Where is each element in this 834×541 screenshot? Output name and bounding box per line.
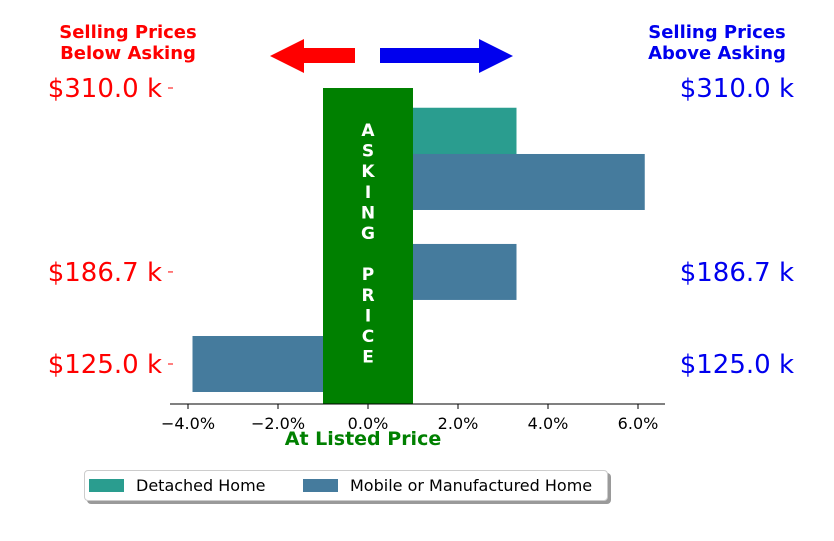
x-tick-label-5: 6.0% (618, 414, 659, 433)
bars-layer (192, 107, 645, 392)
band-char-10: C (362, 327, 374, 347)
x-axis-label: At Listed Price (285, 428, 441, 450)
right-arrow-icon (380, 39, 513, 73)
band-char-5: G (361, 224, 375, 244)
band-char-8: R (361, 286, 374, 306)
bar-mobile-0 (368, 153, 645, 210)
y-tick-label-left-0: $310.0 k (48, 74, 162, 104)
legend: Detached Home Mobile or Manufactured Hom… (84, 470, 608, 501)
asking-price-band (323, 88, 413, 404)
below-asking-header-line1: Selling Prices (59, 22, 197, 43)
band-char-11: E (362, 348, 374, 368)
legend-label-mobile: Mobile or Manufactured Home (350, 476, 593, 495)
y-tick-label-right-0: $310.0 k (680, 74, 794, 104)
band-char-1: S (362, 142, 374, 162)
y-tick-label-right-1: $186.7 k (680, 258, 794, 288)
x-tick-label-2: 0.0% (348, 414, 389, 433)
band-char-0: A (361, 121, 375, 141)
x-axis: −4.0% −2.0% 0.0% 2.0% 4.0% 6.0% (161, 403, 665, 433)
left-arrow-icon (270, 39, 355, 73)
y-tick-label-right-2: $125.0 k (680, 350, 794, 380)
band-char-4: N (361, 203, 375, 223)
x-tick-label-4: 4.0% (528, 414, 569, 433)
above-asking-header: Selling Prices Above Asking (617, 22, 817, 64)
band-char-9: I (365, 306, 371, 326)
legend-swatch-detached (89, 479, 124, 492)
band-char-2: K (361, 162, 375, 182)
above-asking-header-line1: Selling Prices (648, 22, 786, 43)
legend-label-detached: Detached Home (136, 476, 266, 495)
band-char-3: I (365, 183, 371, 203)
above-asking-header-line2: Above Asking (648, 43, 786, 64)
below-asking-header-line2: Below Asking (60, 43, 196, 64)
y-tick-label-left-2: $125.0 k (48, 350, 162, 380)
below-asking-header: Selling Prices Below Asking (28, 22, 228, 64)
y-tick-label-left-1: $186.7 k (48, 258, 162, 288)
x-tick-label-3: 2.0% (438, 414, 479, 433)
x-tick-label-1: −2.0% (251, 414, 305, 433)
y-axis-left: $310.0 k $186.7 k $125.0 k (48, 74, 173, 380)
legend-swatch-mobile (303, 479, 338, 492)
x-tick-label-0: −4.0% (161, 414, 215, 433)
y-axis-right: $310.0 k $186.7 k $125.0 k (680, 74, 794, 380)
band-char-7: P (362, 265, 374, 285)
